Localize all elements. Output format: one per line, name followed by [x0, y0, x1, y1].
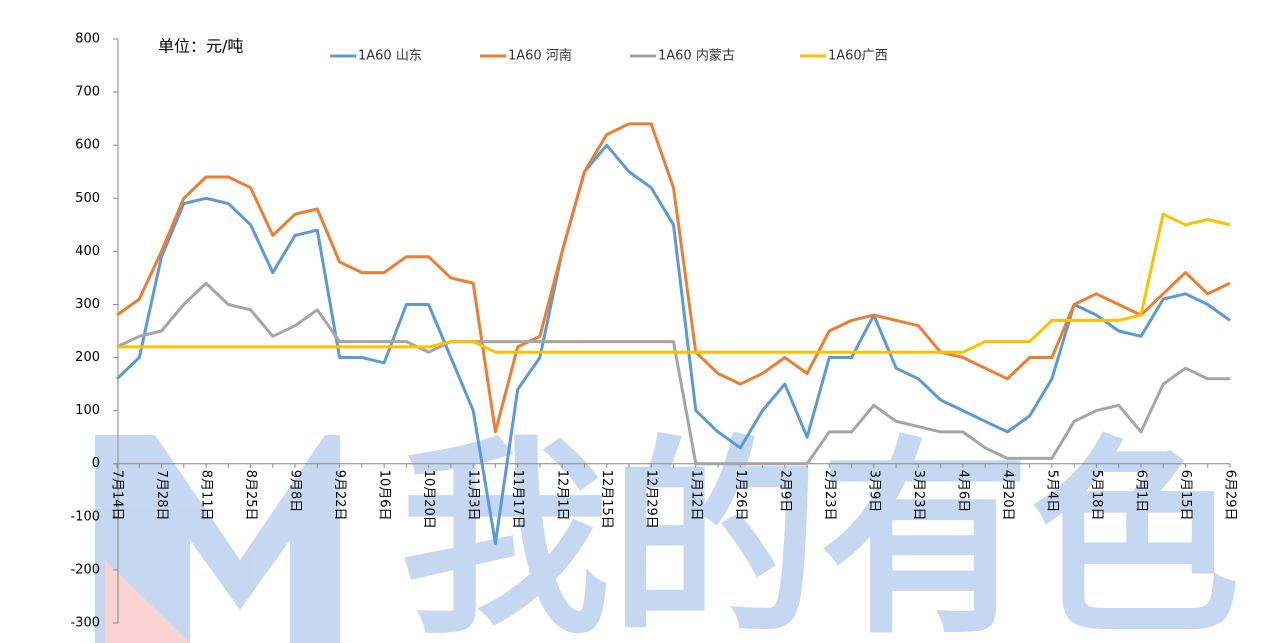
- series-line: [117, 212, 1231, 354]
- x-tick-label: 9月8日: [288, 470, 303, 513]
- x-tick-label: 4月6日: [955, 470, 970, 513]
- y-tick-label: -200: [70, 562, 100, 577]
- y-tick-label: 800: [75, 32, 100, 47]
- unit-label: 单位：元/吨: [158, 37, 243, 56]
- y-tick-label: -300: [70, 616, 100, 631]
- x-tick-label: 7月28日: [154, 470, 169, 521]
- y-tick-label: 200: [75, 350, 100, 365]
- legend-label: 1A60 河南: [508, 48, 572, 64]
- legend-label: 1A60 内蒙古: [658, 48, 735, 64]
- x-tick-label: 11月3日: [466, 470, 481, 521]
- x-tick-label: 3月9日: [866, 470, 881, 513]
- x-tick-label: 8月25日: [243, 470, 258, 521]
- y-tick-label: -100: [70, 509, 100, 524]
- y-tick-label: 300: [75, 297, 100, 312]
- x-tick-label: 10月6日: [377, 470, 392, 521]
- x-tick-label: 9月22日: [332, 470, 347, 521]
- y-tick-label: 100: [75, 403, 100, 418]
- x-tick-label: 12月29日: [644, 470, 659, 529]
- legend-item: 1A60广西: [800, 49, 888, 64]
- x-tick-label: 8月11日: [199, 470, 214, 521]
- watermark-text: 我的有色: [400, 418, 1240, 643]
- x-tick-label: 12月1日: [555, 470, 570, 521]
- series-line: [115, 143, 1231, 545]
- x-tick-label: 5月18日: [1089, 470, 1104, 521]
- legend-item: 1A60 内蒙古: [630, 48, 735, 64]
- x-tick-label: 6月15日: [1178, 470, 1193, 521]
- logo-accent: [105, 560, 190, 643]
- x-tick-label: 2月9日: [777, 470, 792, 513]
- x-tick-label: 2月23日: [822, 470, 837, 521]
- y-tick-label: 500: [75, 191, 100, 206]
- legend-item: 1A60 山东: [330, 49, 422, 64]
- series-line: [116, 281, 1230, 466]
- legend-item: 1A60 河南: [480, 48, 572, 64]
- legend-label: 1A60广西: [828, 49, 888, 64]
- x-tick-label: 7月14日: [110, 470, 125, 521]
- y-tick-label: 400: [75, 244, 100, 259]
- legend-label: 1A60 山东: [358, 49, 422, 64]
- x-tick-label: 11月17日: [510, 470, 525, 529]
- y-tick-label: 700: [75, 85, 100, 100]
- y-tick-label: 0: [92, 456, 100, 471]
- logo-shape: [95, 435, 340, 643]
- x-tick-label: 1月12日: [688, 470, 703, 521]
- x-tick-label: 6月1日: [1133, 470, 1148, 513]
- x-tick-label: 1月26日: [733, 470, 748, 521]
- x-tick-label: 3月23日: [911, 470, 926, 521]
- x-tick-label: 12月15日: [599, 470, 614, 529]
- x-tick-label: 5月4日: [1044, 470, 1059, 513]
- watermark-logo: [95, 435, 340, 643]
- x-tick-label: 10月20日: [421, 470, 436, 529]
- x-tick-label: 6月29日: [1223, 470, 1238, 521]
- y-tick-label: 600: [75, 138, 100, 153]
- x-tick-label: 4月20日: [1000, 470, 1015, 521]
- series-line: [116, 122, 1231, 434]
